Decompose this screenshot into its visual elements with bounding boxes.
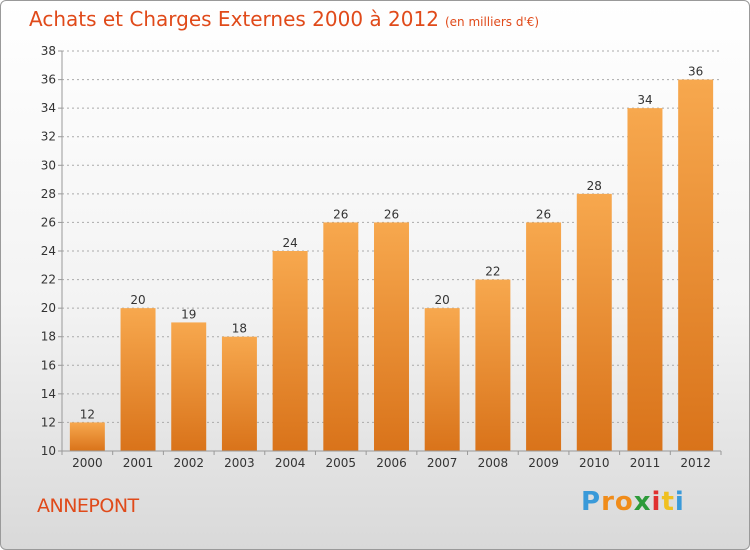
proxiti-logo: Proxiti [581,487,685,517]
logo-letter: r [601,487,615,517]
bars [69,79,714,452]
x-tick-label: 2002 [173,456,204,470]
logo-letter: i [651,487,662,517]
x-tick-label: 2006 [376,456,407,470]
y-tick-label: 24 [41,244,56,258]
data-label: 12 [80,407,95,421]
chart-subtitle: (en milliers d'€) [444,15,540,29]
logo-letter: o [614,487,634,517]
bar-2005 [323,222,359,451]
y-tick-label: 30 [41,158,56,172]
y-tick-label: 28 [41,187,56,201]
bar-2008 [475,279,511,451]
y-tick-label: 10 [41,444,56,458]
data-label: 26 [333,207,348,221]
y-tick-label: 34 [41,101,56,115]
data-label: 34 [637,93,652,107]
data-label: 20 [130,293,145,307]
commune-name: ANNEPONT [37,495,139,517]
x-tick-label: 2009 [528,456,559,470]
chart-title-text: Achats et Charges Externes 2000 à 2012 [29,7,439,31]
x-tick-label: 2007 [427,456,458,470]
data-label: 36 [688,65,703,79]
data-label: 19 [181,307,196,321]
y-tick-label: 32 [41,130,56,144]
bar-2002 [171,322,207,451]
data-label: 26 [536,207,551,221]
chart-title: Achats et Charges Externes 2000 à 2012 (e… [29,7,539,31]
data-label: 24 [282,236,297,250]
x-tick-label: 2001 [123,456,154,470]
x-tick-label: 2011 [630,456,661,470]
x-tick-label: 2010 [579,456,610,470]
bar-2006 [374,222,409,451]
bar-2003 [221,336,257,451]
y-tick-label: 16 [41,358,56,372]
logo-letter: P [581,487,602,517]
x-tick-label: 2008 [478,456,509,470]
bar-2012 [678,79,714,452]
bar-2004 [272,251,308,451]
data-label: 26 [384,207,399,221]
y-tick-label: 14 [41,387,56,401]
y-tick-label: 20 [41,301,56,315]
bar-2007 [424,308,460,451]
data-label: 22 [485,265,500,279]
y-tick-label: 12 [41,415,56,429]
logo-letter: x [633,487,652,517]
x-axis-ticks: 2000 2001 2002 2003 2004 2005 2006 2007 2008 2009… [61,451,722,470]
y-tick-label: 38 [41,44,56,58]
x-tick-label: 2004 [275,456,306,470]
data-label: 18 [232,322,247,336]
data-label: 20 [435,293,450,307]
bar-2010 [576,193,612,451]
y-tick-label: 22 [41,273,56,287]
data-label: 28 [587,179,602,193]
data-labels: 12 20 19 18 24 26 26 20 22 26 28 34 36 [80,65,704,422]
logo-letter: i [674,487,685,517]
x-tick-label: 2005 [326,456,357,470]
y-axis-ticks: 10 12 14 16 18 20 22 24 26 28 30 32 34 36 38 [41,44,62,458]
x-tick-label: 2000 [72,456,103,470]
y-tick-label: 18 [41,330,56,344]
x-tick-label: 2012 [680,456,711,470]
y-tick-label: 26 [41,215,56,229]
x-tick-label: 2003 [224,456,255,470]
y-tick-label: 36 [41,73,56,87]
bar-2001 [120,308,156,451]
bar-2011 [627,108,663,452]
bar-2000 [69,422,105,451]
bar-2009 [526,222,562,451]
logo-letter: t [661,487,675,517]
